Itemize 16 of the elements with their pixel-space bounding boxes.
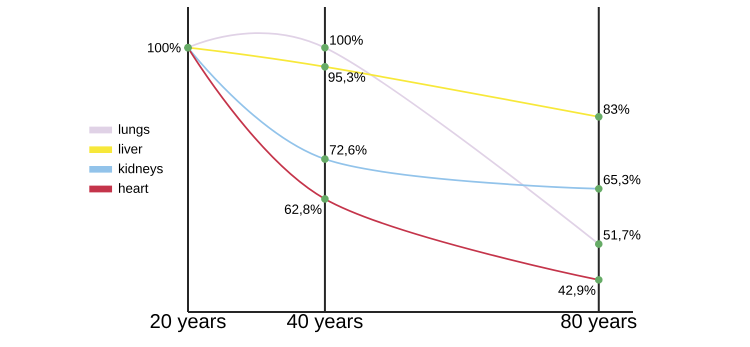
- data-label: 95,3%: [328, 72, 366, 84]
- x-tick-label: 20 years: [150, 314, 226, 332]
- legend-label: kidneys: [118, 164, 163, 176]
- data-label: 83%: [604, 104, 630, 114]
- data-label: 100%: [330, 35, 363, 45]
- data-label: 62,8%: [284, 204, 322, 216]
- legend-label: liver: [118, 144, 142, 154]
- data-label: 72,6%: [330, 145, 367, 156]
- data-label: 42,9%: [558, 285, 596, 296]
- data-label: 65,3%: [604, 174, 640, 186]
- x-tick-label: 80 years: [561, 314, 636, 332]
- legend-label: lungs: [118, 124, 150, 137]
- x-tick-label: 40 years: [287, 314, 363, 332]
- data-label: 51,7%: [604, 230, 640, 242]
- data-label: 100%: [148, 42, 181, 52]
- legend-label: heart: [118, 183, 148, 193]
